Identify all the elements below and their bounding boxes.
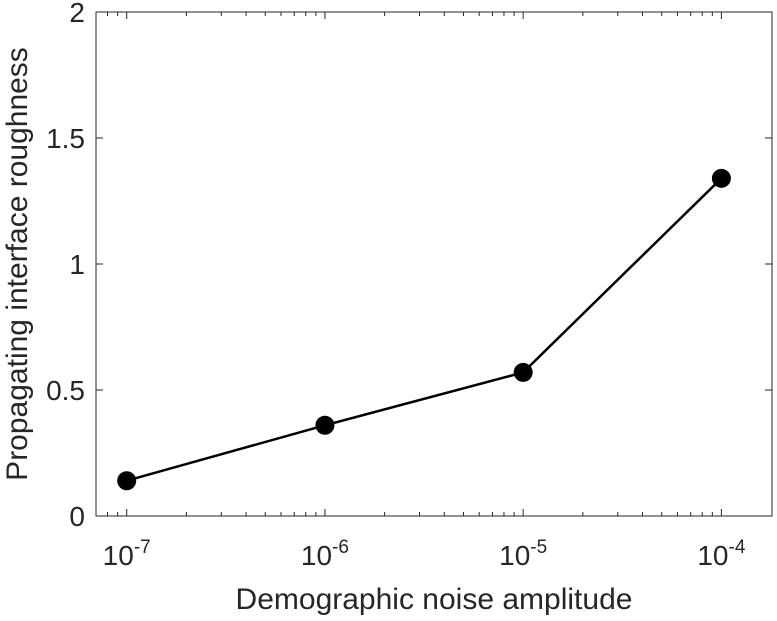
data-point [315, 415, 335, 435]
plot-area [95, 11, 773, 517]
y-axis-label: Propagating interface roughness [1, 47, 34, 481]
data-point [711, 168, 731, 188]
minor-ticks [106, 12, 713, 516]
y-tick-label: 0.5 [46, 375, 85, 406]
x-tick-label: 10-5 [499, 537, 547, 571]
series-line [126, 177, 723, 482]
y-tick-labels: 0 0.5 1 1.5 2 [46, 0, 85, 532]
data-point [513, 362, 533, 382]
major-ticks [96, 11, 772, 517]
y-tick-label: 2 [69, 0, 85, 28]
x-axis-label: Demographic noise amplitude [236, 583, 633, 616]
x-tick-label: 10-4 [697, 537, 745, 571]
series-layer [117, 168, 731, 491]
y-tick-label: 0 [69, 501, 85, 532]
x-tick-label: 10-7 [103, 537, 151, 571]
data-point [117, 471, 137, 491]
x-tick-labels: 10-7 10-6 10-5 10-4 [103, 537, 746, 571]
y-tick-label: 1.5 [46, 123, 85, 154]
x-tick-label: 10-6 [301, 537, 349, 571]
y-tick-label: 1 [69, 249, 85, 280]
